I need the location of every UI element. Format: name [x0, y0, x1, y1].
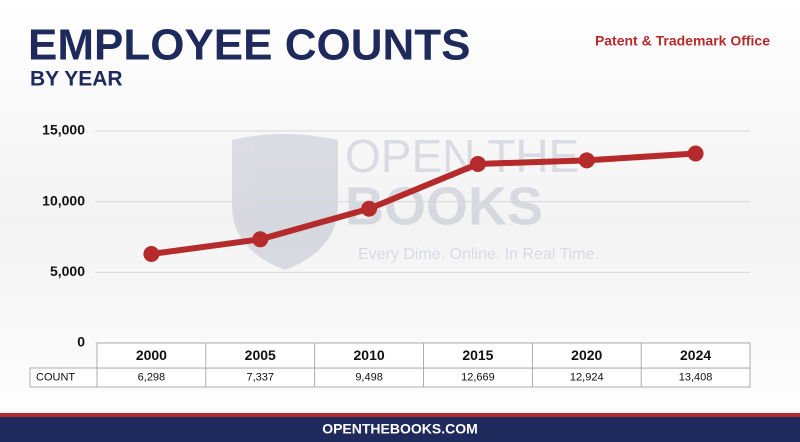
x-tick-label: 2020 — [571, 347, 602, 363]
y-tick-label: 15,000 — [42, 122, 85, 138]
footer-text: OPENTHEBOOKS.COM — [322, 421, 478, 437]
watermark-tagline: Every Dime. Online. In Real Time. — [358, 246, 599, 263]
table-value: 12,924 — [570, 371, 604, 383]
data-point — [688, 146, 704, 162]
y-tick-label: 5,000 — [50, 263, 85, 279]
y-tick-label: 10,000 — [42, 192, 85, 208]
table-value: 12,669 — [461, 371, 495, 383]
x-tick-label: 2024 — [680, 347, 711, 363]
chart-title: EMPLOYEE COUNTS — [28, 21, 471, 70]
x-tick-label: 2000 — [136, 347, 167, 363]
x-tick-label: 2005 — [245, 347, 276, 363]
data-point — [579, 152, 595, 168]
x-tick-label: 2010 — [354, 347, 385, 363]
data-point — [252, 231, 268, 247]
footer-stripe — [0, 413, 800, 417]
x-tick-label: 2015 — [462, 347, 493, 363]
chart-subtitle: BY YEAR — [30, 68, 123, 91]
data-point — [470, 156, 486, 172]
source-label: Patent & Trademark Office — [595, 33, 770, 49]
watermark-text: OPEN THE — [345, 130, 579, 182]
y-tick-label: 0 — [77, 334, 85, 350]
table-value: 6,298 — [138, 371, 166, 383]
data-point — [361, 201, 377, 217]
data-point — [143, 246, 159, 262]
table-value: 7,337 — [246, 371, 274, 383]
row-label: COUNT — [36, 371, 75, 383]
table-value: 13,408 — [679, 371, 713, 383]
table-value: 9,498 — [355, 371, 383, 383]
